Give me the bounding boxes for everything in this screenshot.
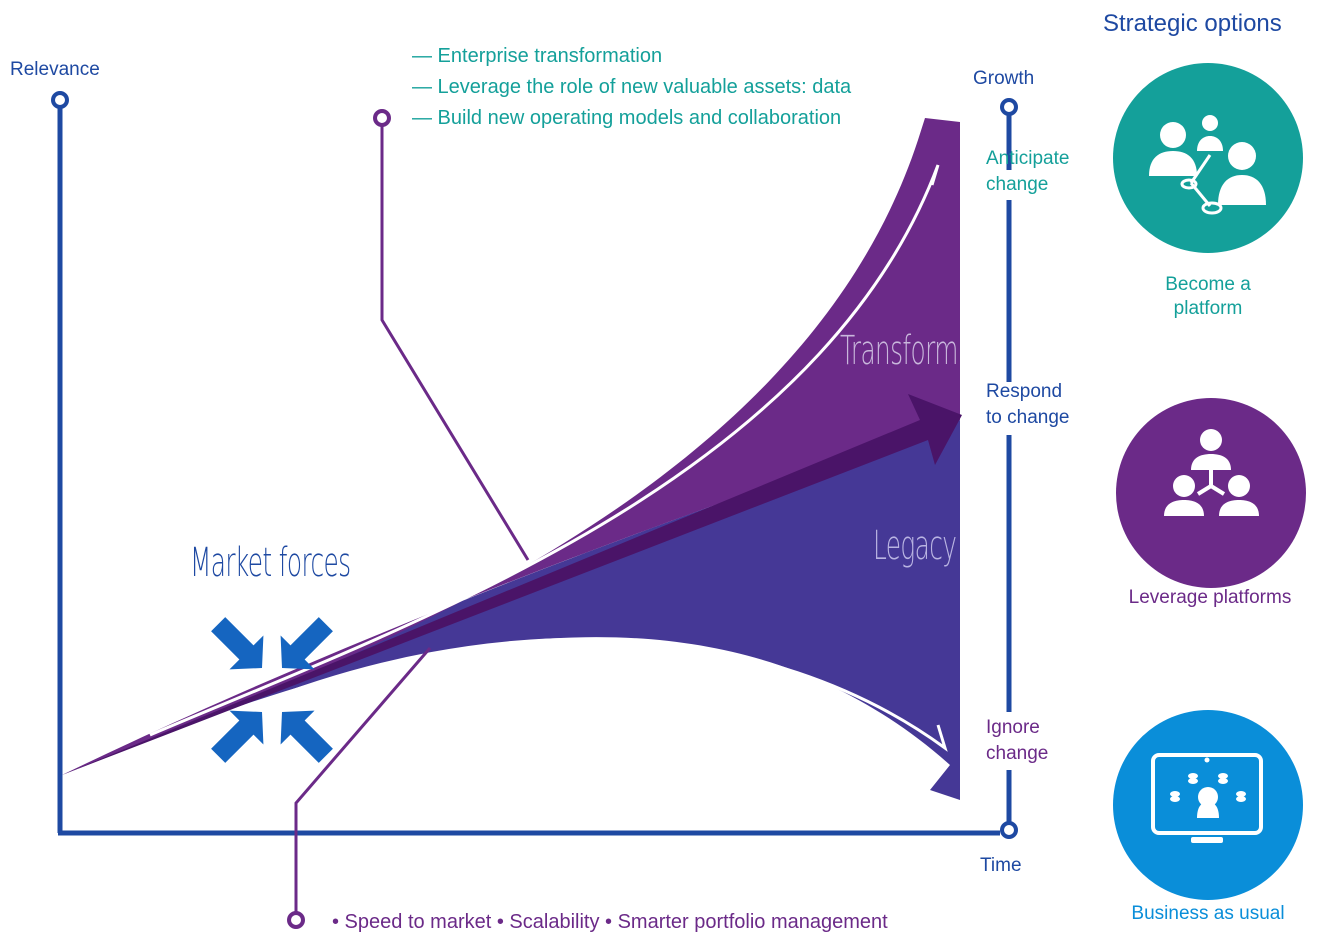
transformation-list-item: — Leverage the role of new valuable asse… — [412, 76, 852, 98]
market-forces-label: Market forces — [190, 540, 351, 586]
bullets-connector — [294, 647, 432, 915]
leverage-platforms-label: Leverage platforms — [1110, 586, 1310, 610]
anticipate-line-1: Anticipate — [986, 148, 1070, 169]
transformation-connector-node — [373, 109, 391, 127]
lower-white-line — [229, 637, 948, 752]
strategic-options-title: Strategic options — [1103, 10, 1282, 37]
ignore-change-label: Ignore change — [986, 715, 1048, 767]
become-platform-label: Become a platform — [1108, 273, 1308, 321]
bullets-connector-node — [287, 911, 305, 929]
respond-line-2: to change — [986, 407, 1070, 428]
leverage-platforms-line-1: Leverage platforms — [1128, 587, 1292, 608]
upper-white-line — [149, 164, 940, 737]
respond-to-change-label: Respond to change — [986, 379, 1069, 431]
time-axis-node — [1000, 821, 1018, 839]
ignore-line-2: change — [986, 743, 1049, 764]
relevance-axis-node — [51, 91, 69, 109]
become-platform-line-2: platform — [1173, 298, 1243, 319]
become-platform-circle — [1113, 63, 1303, 253]
hierarchy-people-icon — [1164, 429, 1259, 516]
market-forces-arrows-icon — [211, 617, 333, 763]
business-as-usual-circle — [1113, 710, 1303, 900]
monitor-head-icon — [1151, 753, 1263, 843]
transformation-list-item: — Build new operating models and collabo… — [412, 107, 842, 129]
growth-axis-node — [1000, 98, 1018, 116]
leverage-platforms-circle — [1116, 398, 1306, 588]
transformation-list-item: — Enterprise transformation — [412, 45, 663, 67]
network-people-icon — [1149, 115, 1266, 215]
legacy-band-label: Legacy — [873, 523, 957, 569]
transform-band-label: Transform — [840, 328, 958, 374]
axes — [57, 104, 1012, 836]
y-axis-label: Relevance — [10, 59, 100, 80]
growth-axis-label: Growth — [973, 68, 1035, 89]
anticipate-line-2: change — [986, 174, 1049, 195]
transform-band — [62, 118, 960, 775]
x-axis-label: Time — [980, 855, 1022, 876]
become-platform-line-1: Become a — [1165, 274, 1251, 295]
anticipate-change-label: Anticipate change — [986, 146, 1069, 198]
transformation-list: — Enterprise transformation — Leverage t… — [412, 41, 851, 134]
business-as-usual-line-1: Business as usual — [1131, 903, 1285, 924]
bottom-bullet-list: • Speed to market • Scalability • Smarte… — [332, 911, 888, 933]
legacy-band — [62, 420, 960, 800]
ignore-line-1: Ignore — [986, 717, 1040, 738]
business-as-usual-label: Business as usual — [1108, 902, 1308, 926]
respond-line-1: Respond — [986, 381, 1063, 402]
transformation-connector — [380, 125, 530, 561]
